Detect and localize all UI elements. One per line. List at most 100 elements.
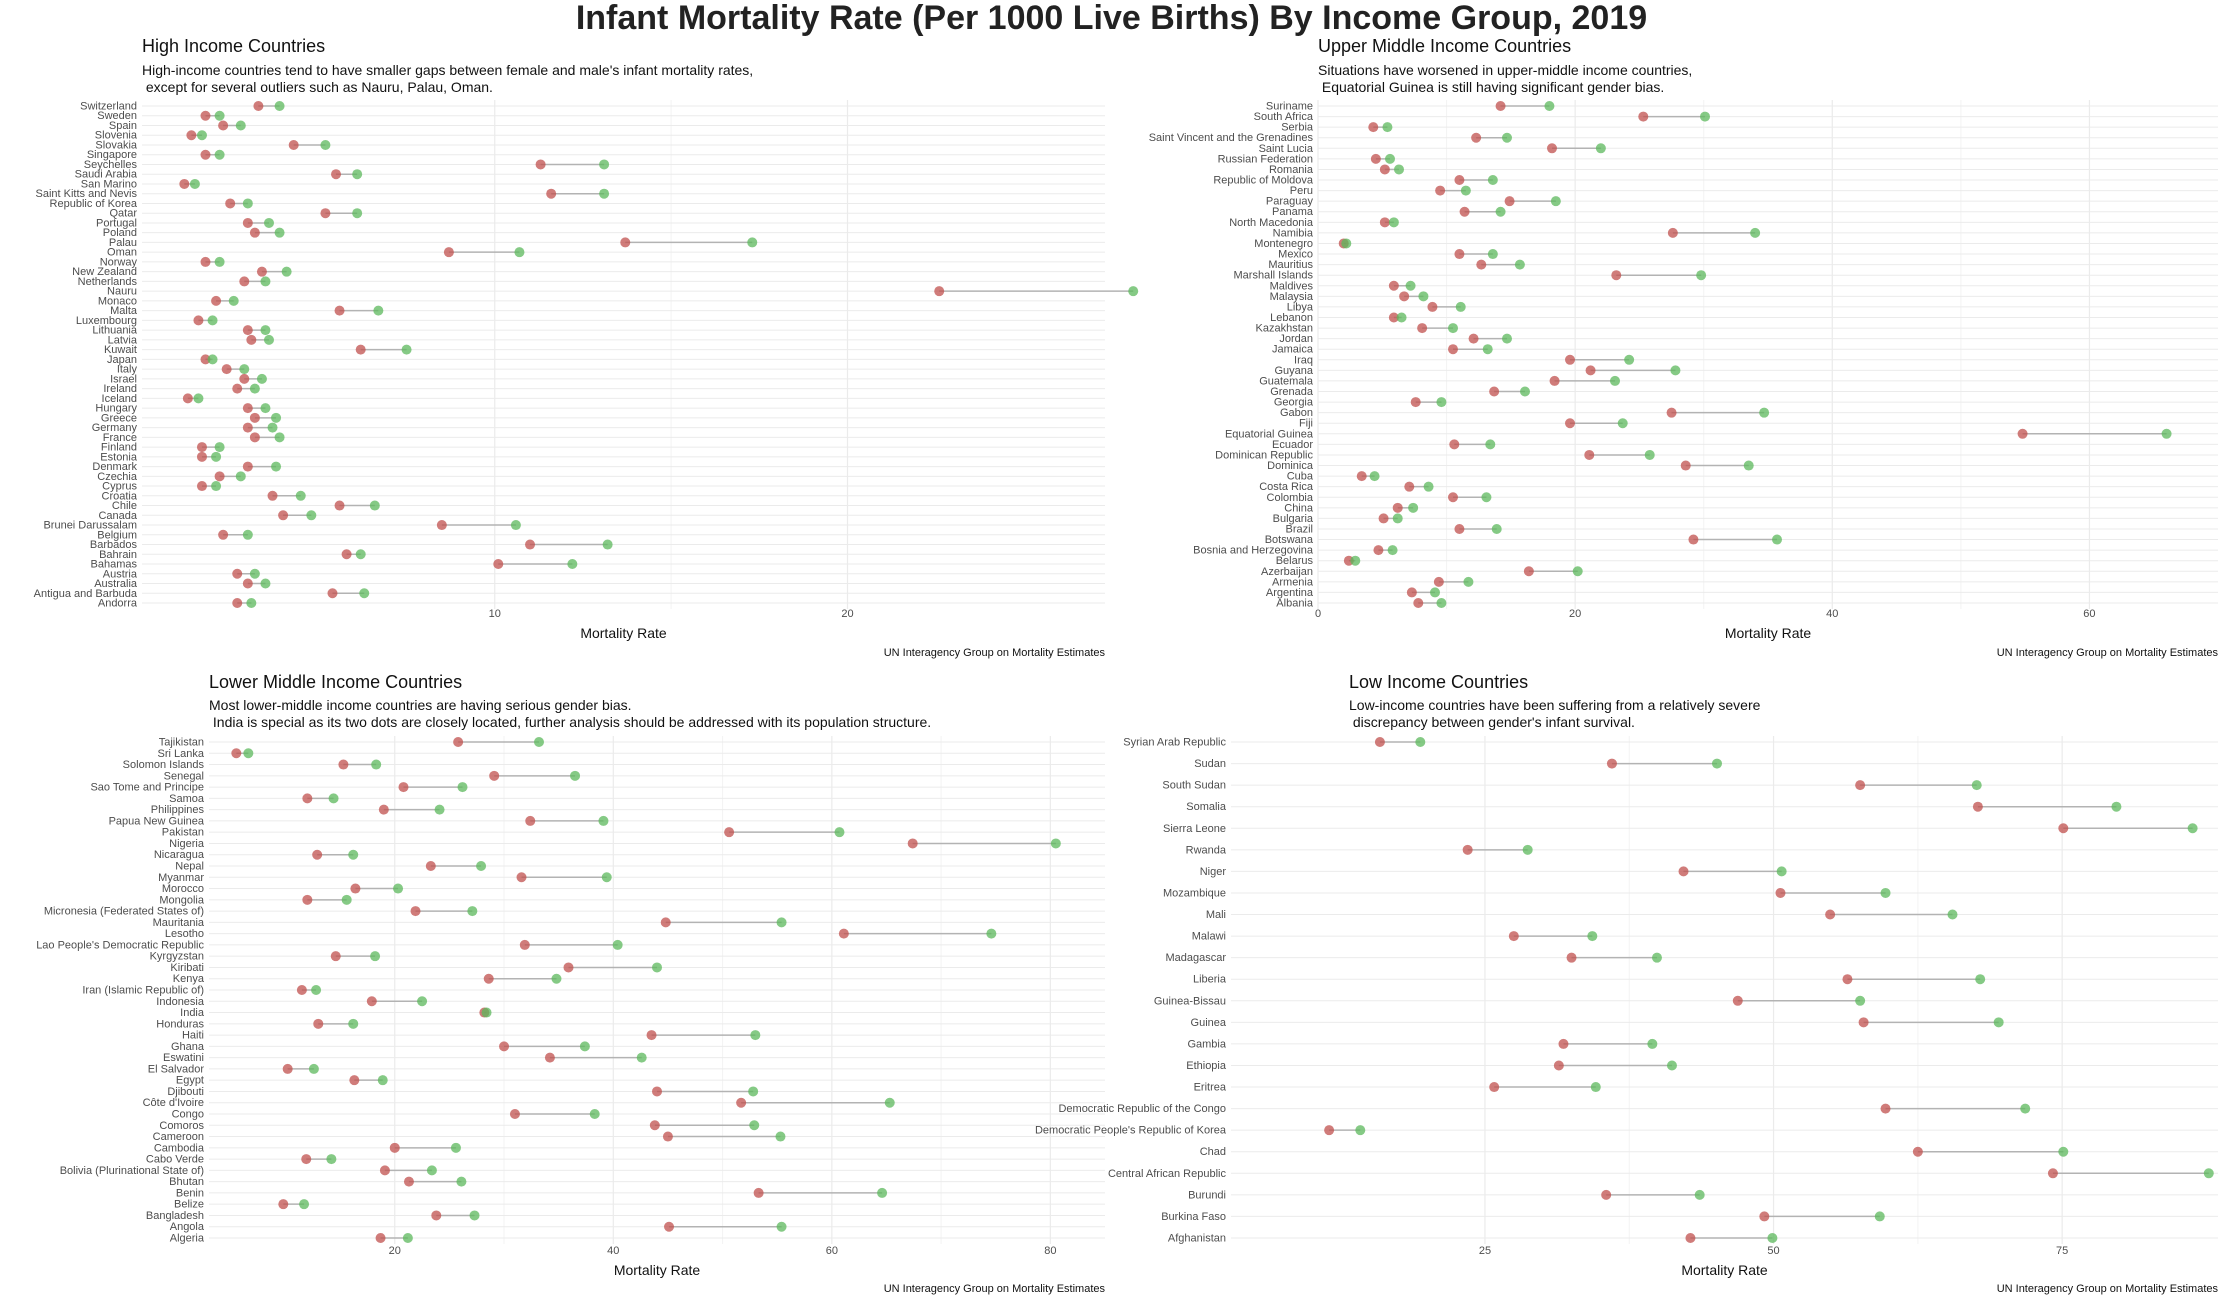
female-point	[1476, 259, 1487, 270]
male-point	[246, 598, 257, 608]
male-point	[1502, 333, 1512, 344]
male-point	[747, 237, 758, 248]
category-label: Kyrgyzstan	[150, 951, 204, 963]
female-point	[1454, 249, 1465, 260]
male-point	[1491, 523, 1502, 534]
male-point	[311, 985, 322, 995]
male-point	[1700, 111, 1710, 122]
female-point	[1374, 737, 1385, 747]
category-label: Chile	[112, 500, 137, 512]
category-label: Mexico	[1278, 249, 1313, 261]
category-label: Bulgaria	[1273, 513, 1314, 525]
male-point	[589, 1109, 600, 1119]
female-point	[218, 529, 229, 540]
category-label: South Sudan	[1162, 780, 1226, 792]
male-point	[1408, 502, 1419, 513]
female-point	[546, 188, 557, 199]
female-point	[1370, 153, 1381, 164]
main-title: Infant Mortality Rate (Per 1000 Live Bir…	[575, 0, 1648, 37]
female-point	[1388, 312, 1399, 323]
male-point	[1423, 481, 1434, 492]
female-point	[660, 917, 671, 928]
source-caption: UN Interagency Group on Mortality Estima…	[884, 647, 1106, 659]
category-label: Madagascar	[1165, 952, 1226, 964]
female-point	[753, 1187, 764, 1198]
category-label: Eswatini	[163, 1052, 204, 1064]
female-point	[838, 928, 849, 939]
male-point	[249, 568, 260, 579]
male-point	[599, 188, 610, 199]
category-label: Maldives	[1270, 280, 1314, 292]
female-point	[334, 500, 345, 511]
category-label: Panama	[1272, 206, 1314, 218]
category-label: Senegal	[164, 770, 204, 782]
male-point	[1436, 598, 1447, 608]
category-label: Grenada	[1270, 386, 1314, 398]
female-point	[349, 1075, 360, 1086]
male-point	[274, 101, 285, 111]
female-point	[646, 1030, 657, 1041]
category-label: Rwanda	[1186, 844, 1227, 856]
category-label: Ecuador	[1272, 439, 1313, 451]
category-label: Peru	[1290, 185, 1313, 197]
male-point	[750, 1030, 761, 1041]
female-point	[1504, 196, 1515, 207]
male-point	[352, 169, 363, 180]
female-point	[662, 1131, 673, 1142]
female-point	[282, 1063, 293, 1074]
category-label: Lao People's Democratic Republic	[36, 939, 204, 951]
male-point	[401, 344, 412, 355]
panel-subtitle-lower-middle-income: Most lower-middle income countries are h…	[209, 697, 932, 730]
male-point	[242, 198, 253, 209]
female-point	[378, 804, 389, 815]
category-label: Iraq	[1294, 354, 1313, 366]
category-label: Finland	[101, 442, 137, 454]
male-point	[417, 996, 428, 1007]
female-point	[1489, 386, 1500, 397]
category-label: India	[180, 1007, 205, 1019]
category-label: Micronesia (Federated States of)	[44, 906, 204, 918]
category-label: Jamaica	[1272, 344, 1314, 356]
category-label: Singapore	[87, 149, 137, 161]
female-point	[379, 1165, 390, 1176]
female-point	[1667, 227, 1678, 238]
male-point	[469, 1210, 480, 1221]
male-point	[207, 354, 218, 365]
male-point	[1418, 291, 1429, 302]
male-point	[1396, 312, 1407, 323]
female-point	[736, 1097, 747, 1108]
male-point	[249, 383, 260, 394]
female-point	[242, 217, 253, 228]
male-point	[1482, 344, 1493, 355]
female-point	[1404, 481, 1415, 492]
male-point	[652, 962, 662, 973]
male-point	[1050, 838, 1061, 849]
female-point	[724, 827, 735, 838]
category-label: Denmark	[92, 461, 137, 473]
female-point	[327, 588, 338, 599]
category-label: Ireland	[103, 383, 137, 395]
female-point	[302, 793, 313, 804]
category-label: Brunei Darussalam	[43, 520, 137, 532]
category-label: Mongolia	[159, 894, 205, 906]
category-label: Côte d'Ivoire	[143, 1097, 204, 1109]
category-label: Slovakia	[95, 139, 137, 151]
female-point	[1565, 354, 1575, 365]
female-point	[1678, 866, 1689, 877]
x-tick-label: 20	[841, 608, 853, 620]
category-label: Morocco	[162, 883, 204, 895]
category-label: Somalia	[1186, 801, 1227, 813]
category-label: Botswana	[1265, 534, 1314, 546]
female-point	[1417, 323, 1428, 334]
female-point	[907, 838, 918, 849]
female-point	[1759, 1211, 1770, 1222]
category-label: Japan	[107, 354, 137, 366]
male-point	[2020, 1103, 2031, 1114]
category-label: Burundi	[1188, 1189, 1226, 1201]
female-point	[242, 461, 253, 472]
category-label: Cambodia	[154, 1142, 205, 1154]
male-point	[263, 334, 274, 345]
male-point	[1520, 386, 1530, 397]
category-label: Portugal	[96, 217, 137, 229]
female-point	[516, 872, 527, 883]
